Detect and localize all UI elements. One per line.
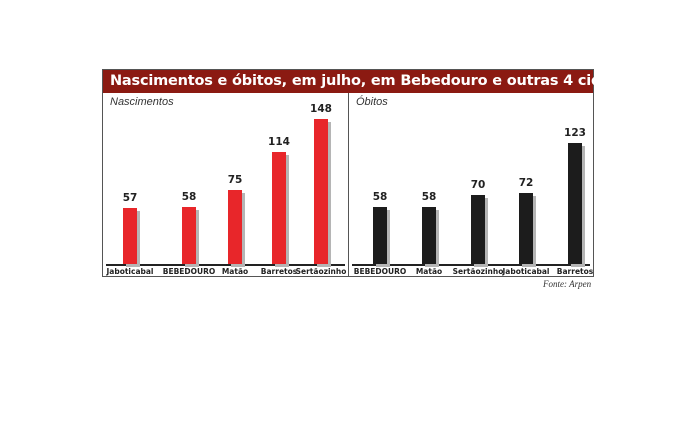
births-value-label: 114 [268, 136, 290, 148]
bar-fill [182, 207, 196, 264]
bar-fill [519, 193, 533, 264]
births-bar [272, 152, 289, 267]
births-category-label: Barretos [260, 267, 298, 276]
deaths-bar [519, 193, 536, 267]
births-baseline [106, 264, 345, 266]
bar-fill [422, 207, 436, 264]
deaths-value-label: 72 [518, 177, 534, 189]
deaths-category-label: Barretos [556, 267, 594, 276]
births-bar [314, 119, 331, 267]
deaths-panel: Óbitos 58 BEBEDOURO 58 Matão 70 Sertãozinho 72… [348, 93, 593, 276]
deaths-value-label: 70 [470, 179, 486, 191]
births-value-label: 58 [181, 191, 197, 203]
deaths-baseline [352, 264, 590, 266]
deaths-bar [422, 207, 439, 267]
births-category-label: Sertãozinho [295, 267, 347, 276]
births-panel-label: Nascimentos [110, 96, 174, 108]
bar-fill [314, 119, 328, 264]
bar-fill [272, 152, 286, 264]
deaths-panel-label: Óbitos [356, 96, 388, 108]
bar-fill [373, 207, 387, 264]
births-bar [228, 190, 245, 267]
source-note: Fonte: Arpen [543, 279, 592, 289]
deaths-value-label: 123 [564, 127, 586, 139]
births-value-label: 75 [227, 174, 243, 186]
births-category-label: BEBEDOURO [162, 267, 216, 276]
births-panel: Nascimentos 57 Jaboticabal 58 BEBEDOURO 75 Ma… [103, 93, 348, 276]
deaths-category-label: Sertãozinho [452, 267, 504, 276]
deaths-bar [471, 195, 488, 267]
deaths-bar [373, 207, 390, 267]
bar-fill [471, 195, 485, 264]
deaths-category-label: Matão [415, 267, 443, 276]
deaths-value-label: 58 [421, 191, 437, 203]
chart-frame: Nascimentos e óbitos, em julho, em Bebed… [102, 69, 639, 277]
births-bar [123, 208, 140, 267]
bar-fill [123, 208, 137, 264]
deaths-category-label: BEBEDOURO [353, 267, 407, 276]
deaths-bar [568, 143, 585, 267]
births-value-label: 148 [310, 103, 332, 115]
births-value-label: 57 [122, 192, 138, 204]
chart-title: Nascimentos e óbitos, em julho, em Bebed… [103, 70, 639, 93]
bar-fill [568, 143, 582, 264]
deaths-category-label: Jaboticabal [502, 267, 550, 276]
births-category-label: Jaboticabal [106, 267, 154, 276]
births-bar [182, 207, 199, 267]
bar-fill [228, 190, 242, 264]
deaths-value-label: 58 [372, 191, 388, 203]
births-category-label: Matão [221, 267, 249, 276]
